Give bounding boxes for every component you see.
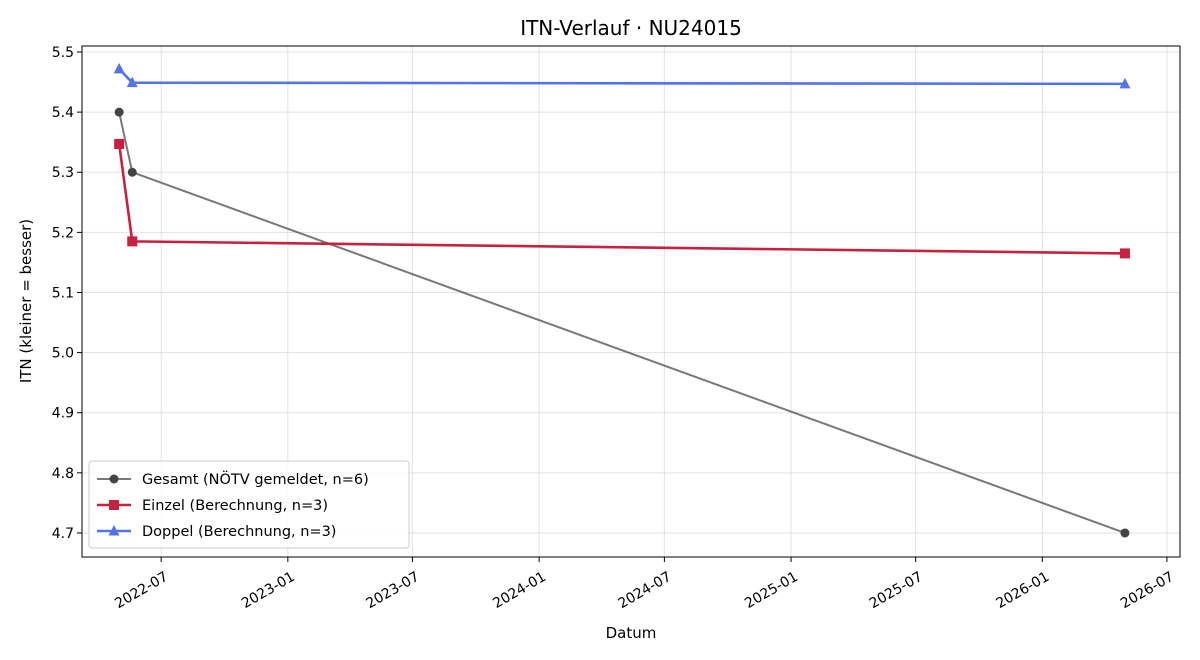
data-point <box>1120 528 1130 538</box>
data-point <box>127 167 137 177</box>
x-tick-label: 2024-07 <box>616 569 675 612</box>
legend-label: Doppel (Berechnung, n=3) <box>142 524 336 540</box>
y-tick-label: 4.9 <box>52 406 74 422</box>
series-line <box>117 143 1125 255</box>
series-3 <box>113 62 1131 89</box>
data-point <box>127 236 138 247</box>
y-axis: 4.7 4.8 4.9 5.0 5.1 5.2 5.3 5.4 5.5 <box>52 45 82 542</box>
series-1 <box>114 107 1130 538</box>
data-point <box>1119 248 1130 259</box>
series-layer <box>113 62 1131 538</box>
series-line <box>118 67 1125 86</box>
y-tick-label: 5.0 <box>52 346 74 362</box>
legend-marker <box>108 525 120 536</box>
data-point <box>126 76 138 88</box>
x-tick-label: 2024-01 <box>490 569 549 612</box>
x-tick-label: 2025-01 <box>742 569 801 612</box>
x-tick-label: 2022-07 <box>112 569 171 612</box>
data-point <box>114 138 125 149</box>
y-tick-label: 5.1 <box>52 285 74 301</box>
legend-marker <box>109 500 119 510</box>
y-tick-label: 4.8 <box>52 466 74 482</box>
x-tick-label: 2026-07 <box>1118 569 1177 612</box>
data-point <box>114 107 124 117</box>
chart-title: ITN-Verlauf · NU24015 <box>520 16 742 40</box>
series-2 <box>114 138 1130 259</box>
legend-box <box>88 460 410 549</box>
y-tick-label: 5.5 <box>52 45 74 61</box>
y-tick-label: 4.7 <box>52 526 74 542</box>
x-tick-label: 2023-01 <box>239 569 298 612</box>
data-point <box>113 62 125 74</box>
y-tick-label: 5.2 <box>52 225 74 241</box>
y-axis-label: ITN (kleiner = besser) <box>17 219 35 383</box>
x-tick-label: 2025-07 <box>867 569 926 612</box>
x-tick-label: 2026-01 <box>993 569 1052 612</box>
legend-marker <box>109 474 119 484</box>
legend-entry: Doppel (Berechnung, n=3) <box>97 524 336 540</box>
legend-entry: Gesamt (NÖTV gemeldet, n=6) <box>97 470 369 488</box>
data-point <box>1119 77 1131 89</box>
legend-label: Einzel (Berechnung, n=3) <box>142 498 328 514</box>
legend: Gesamt (NÖTV gemeldet, n=6) Einzel (Berec… <box>88 460 410 549</box>
plot-frame <box>81 45 1181 558</box>
x-axis-label: Datum <box>606 624 657 642</box>
x-tick-label: 2023-07 <box>364 569 423 612</box>
y-tick-label: 5.4 <box>52 105 74 121</box>
legend-entry: Einzel (Berechnung, n=3) <box>97 498 328 514</box>
y-tick-label: 5.3 <box>52 165 74 181</box>
legend-label: Gesamt (NÖTV gemeldet, n=6) <box>142 470 369 488</box>
x-axis: 2022-07 2023-01 2023-07 2024-01 2024-07 2025-… <box>112 557 1177 612</box>
